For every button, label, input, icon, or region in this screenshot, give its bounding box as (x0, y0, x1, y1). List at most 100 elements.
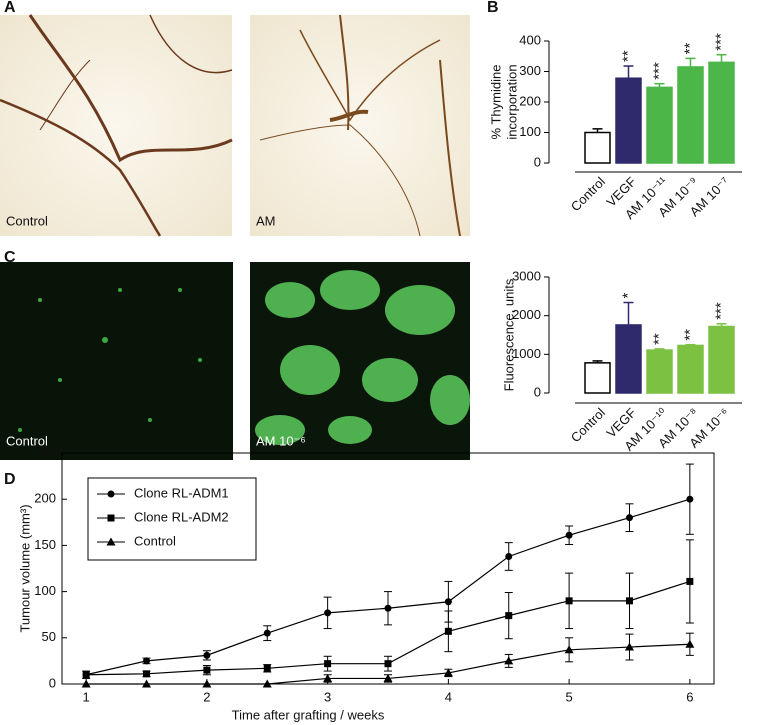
marker (384, 660, 392, 668)
marker (203, 666, 211, 674)
marker (565, 531, 573, 539)
panel-label: A (4, 0, 16, 16)
x-tick-label: Control (568, 405, 608, 445)
cells (18, 288, 202, 432)
x-axis-label: Time after grafting / weeks (232, 707, 385, 722)
vessels (0, 14, 233, 237)
panel-label: C (4, 249, 16, 266)
photo-caption: AM 10⁻⁶ (256, 433, 306, 448)
y-axis-label: % Thymidine (488, 65, 503, 140)
y-axis-label: Tumour volume (mm³) (17, 504, 32, 632)
marker (564, 645, 574, 654)
photo-am (250, 15, 470, 236)
marker (383, 673, 393, 682)
y-tick-label: 3000 (512, 268, 541, 283)
y-tick-label: 1000 (512, 346, 541, 361)
legend-frame (87, 477, 257, 561)
significance: *** (650, 62, 667, 80)
significance: *** (712, 33, 729, 51)
marker (324, 609, 332, 617)
y-tick-label: 300 (519, 63, 541, 78)
marker (624, 642, 634, 651)
marker (323, 673, 333, 682)
panel-label: D (4, 471, 16, 488)
x-tick-label: 5 (565, 689, 572, 704)
y-tick-label: 150 (34, 537, 56, 552)
marker (143, 670, 151, 678)
marker (262, 679, 272, 688)
y-tick-label: 0 (534, 384, 541, 399)
x-tick-label: 4 (445, 689, 452, 704)
bar (646, 349, 673, 394)
plot-frame (61, 452, 715, 685)
bar (677, 66, 704, 164)
legend-label: Clone RL-ADM1 (134, 485, 229, 500)
y-axis-label: Fluorescence, units (501, 278, 516, 391)
photo-caption: AM (256, 213, 276, 228)
marker (142, 679, 152, 688)
significance: ** (681, 43, 698, 55)
y-axis-label: incorporation (504, 64, 519, 139)
marker (444, 598, 452, 606)
legend-label: Control (134, 533, 176, 548)
photo-control (0, 15, 232, 236)
y-tick-label: 400 (519, 32, 541, 47)
y-tick-label: 200 (34, 491, 56, 506)
bar (708, 61, 735, 164)
marker (625, 597, 633, 605)
significance: * (619, 293, 636, 299)
y-tick-label: 100 (34, 583, 56, 598)
bar (646, 86, 673, 164)
marker (384, 604, 392, 612)
y-tick-label: 0 (534, 154, 541, 169)
marker (504, 656, 514, 665)
marker (81, 679, 91, 688)
marker (263, 664, 271, 672)
legend-label: Clone RL-ADM2 (134, 509, 229, 524)
bar (615, 324, 642, 394)
vessels (259, 14, 461, 237)
bar (615, 77, 642, 164)
significance: ** (650, 333, 667, 345)
marker (202, 679, 212, 688)
marker (263, 629, 271, 637)
marker (685, 639, 695, 648)
y-tick-label: 100 (519, 124, 541, 139)
x-tick-label: Control (568, 174, 608, 214)
y-tick-label: 0 (49, 675, 56, 690)
marker (686, 495, 694, 503)
x-tick-label: 6 (686, 689, 693, 704)
y-tick-label: 200 (519, 93, 541, 108)
marker (107, 514, 115, 522)
bar (677, 344, 704, 394)
y-tick-label: 250 (34, 444, 56, 459)
marker (324, 660, 332, 668)
photo-caption: Control (6, 213, 48, 228)
bar (584, 362, 611, 394)
bar (584, 131, 611, 164)
panel-label: B (487, 0, 499, 16)
marker (686, 577, 694, 585)
x-tick-label: 3 (324, 689, 331, 704)
x-tick-label: 1 (83, 689, 90, 704)
cells (255, 270, 470, 445)
y-tick-label: 2000 (512, 307, 541, 322)
marker (625, 514, 633, 522)
marker (203, 651, 211, 659)
marker (565, 597, 573, 605)
y-tick-label: 50 (42, 629, 56, 644)
significance: ** (681, 329, 698, 341)
marker (106, 537, 116, 546)
marker (143, 657, 151, 665)
significance: ** (619, 50, 636, 62)
marker (505, 552, 513, 560)
photo-caption: Control (6, 433, 48, 448)
marker (443, 668, 453, 677)
marker (505, 612, 513, 620)
marker (444, 627, 452, 635)
bar (708, 325, 735, 394)
marker (82, 671, 90, 679)
x-tick-label: 2 (203, 689, 210, 704)
